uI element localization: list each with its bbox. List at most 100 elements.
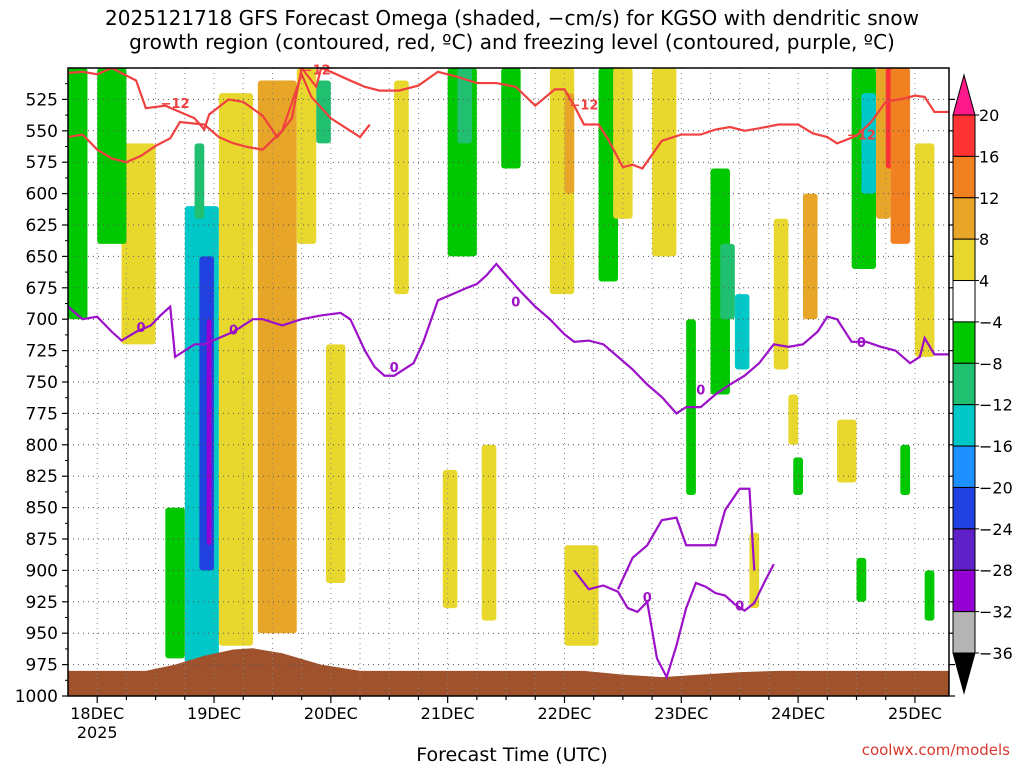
colorbar-label: −36 (979, 644, 1013, 663)
freezing-contour-label: 0 (229, 323, 238, 338)
omega-cell (856, 557, 867, 602)
colorbar-box (952, 528, 976, 571)
omega-cell (442, 469, 458, 609)
y-tick-label: 950 (26, 624, 58, 644)
terrain-fill (68, 648, 949, 696)
y-tick-label: 550 (26, 122, 58, 142)
omega-cell (564, 545, 599, 646)
omega-cell (802, 193, 818, 320)
freezing-contour-label: 0 (696, 384, 705, 399)
omega-cell (272, 294, 288, 408)
y-tick-label: 1000 (15, 687, 58, 707)
y-tick-label: 650 (26, 247, 58, 267)
y-tick-label: 725 (26, 342, 58, 362)
y-tick-label: 875 (26, 530, 58, 550)
omega-cell (924, 570, 935, 621)
omega-cell (734, 294, 750, 370)
freezing-contour-label: 0 (390, 361, 399, 376)
colorbar-box (952, 404, 976, 447)
colorbar-label: 20 (979, 106, 999, 125)
omega-cell (218, 93, 253, 646)
dgz-contour-upper (68, 68, 949, 170)
dgz-contour-label: −12 (847, 129, 876, 144)
omega-cell (652, 68, 677, 257)
y-tick-label: 525 (26, 90, 58, 110)
y-tick-label: 900 (26, 561, 58, 581)
omega-cell (68, 68, 88, 320)
omega-cell (481, 444, 497, 621)
colorbar-label: −28 (979, 561, 1013, 580)
omega-cell (165, 507, 185, 659)
freezing-contour-label: 0 (136, 321, 145, 336)
omega-cell (720, 243, 735, 320)
colorbar-box (952, 362, 976, 406)
freezing-contour-label: 0 (857, 336, 866, 351)
x-tick-label: 25DEC (888, 704, 942, 723)
colorbar-box (952, 280, 976, 323)
dgz-contour-label: −12 (161, 97, 190, 112)
omega-cell (890, 68, 911, 244)
colorbar-label: −16 (979, 437, 1013, 456)
x-tick-label: 23DEC (654, 704, 708, 723)
freezing-level-contour-low-top (617, 487, 756, 590)
dgz-contour-label: −12 (302, 63, 331, 78)
x-tick-label: 21DEC (421, 704, 475, 723)
omega-cell (837, 419, 857, 483)
x-tick-label: 22DEC (537, 704, 591, 723)
colorbar-label: −24 (979, 520, 1013, 539)
omega-cell (325, 344, 346, 583)
chart-title-line-2: growth region (contoured, red, ºC) and f… (129, 30, 895, 54)
dgz-contour-label: −12 (569, 98, 598, 113)
colorbar-box (952, 197, 976, 240)
colorbar-label: 8 (979, 230, 989, 249)
colorbar-bottom-arrow (952, 652, 976, 695)
freezing-level-contour-low (573, 563, 775, 681)
x-tick-label: 19DEC (187, 704, 241, 723)
colorbar-box (952, 569, 976, 613)
freezing-contour-label: 0 (511, 296, 520, 311)
omega-cell (316, 80, 331, 144)
colorbar-box (952, 238, 976, 282)
colorbar-label: 16 (979, 147, 999, 166)
x-tick-label: 20DEC (304, 704, 358, 723)
colorbar-box (952, 611, 976, 654)
dgz-contour-lower (68, 71, 371, 164)
y-tick-label: 800 (26, 436, 58, 456)
y-tick-label: 750 (26, 373, 58, 393)
colorbar-label: −8 (979, 354, 1003, 373)
freezing-level-contour (68, 262, 949, 415)
omega-cell (223, 570, 234, 621)
omega-cell (97, 68, 127, 244)
y-tick-label: 775 (26, 404, 58, 424)
colorbar-box (952, 155, 976, 199)
colorbar-box (952, 114, 976, 157)
y-tick-label: 850 (26, 499, 58, 519)
omega-cell (501, 68, 521, 169)
omega-cell (394, 80, 409, 295)
colorbar-label: −4 (979, 313, 1003, 332)
omega-cell (206, 319, 212, 546)
colorbar-box (952, 486, 976, 530)
omega-cell (564, 93, 575, 194)
omega-cell (861, 93, 876, 194)
colorbar-label: −32 (979, 603, 1013, 622)
omega-cell (788, 394, 799, 445)
y-tick-label: 700 (26, 310, 58, 330)
colorbar-top-arrow (952, 73, 976, 116)
omega-cell (296, 68, 317, 244)
chart-title-line-1: 2025121718 GFS Forecast Omega (shaded, −… (105, 6, 919, 30)
y-tick-label: 975 (26, 656, 58, 676)
y-tick-label: 925 (26, 593, 58, 613)
colorbar-box (952, 321, 976, 364)
source-credit: coolwx.com/models (861, 741, 1010, 759)
omega-cell (194, 143, 205, 219)
x-tick-label: 24DEC (771, 704, 825, 723)
omega-cell (773, 218, 789, 370)
y-tick-label: 600 (26, 185, 58, 205)
omega-cell (900, 444, 911, 496)
x-tick-label: 18DEC (70, 704, 124, 723)
colorbar-label: −20 (979, 478, 1013, 497)
y-tick-label: 675 (26, 279, 58, 299)
colorbar-label: 4 (979, 272, 989, 291)
